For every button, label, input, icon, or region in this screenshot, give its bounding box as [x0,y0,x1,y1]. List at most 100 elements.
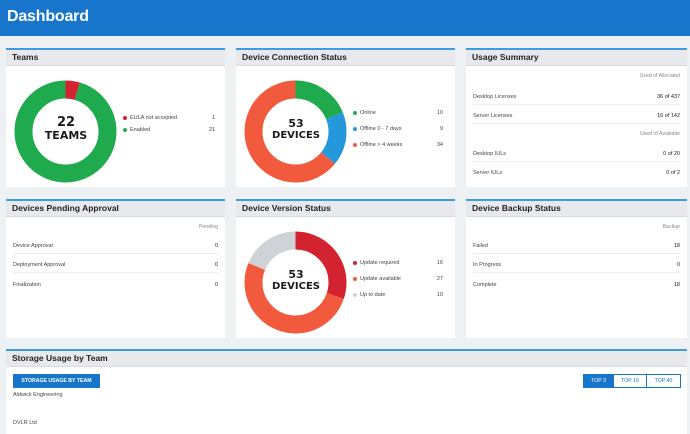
toggle-top-40[interactable]: TOP 40 [647,374,681,388]
backup-row[interactable]: Complete 18 [473,277,680,293]
backup-row-label: In Progress [473,262,502,268]
version-donut-segment[interactable] [244,231,347,334]
legend-dot [353,143,357,147]
version-status-card: Device Version Status 53 DEVICES Update … [236,199,455,338]
usage-row: Server Licenses 16 of 142 [473,108,680,124]
legend-dot [353,277,357,281]
legend-dot [353,293,357,297]
legend-value: 9 [439,126,443,132]
pending-row[interactable]: Finalization 0 [13,277,218,293]
legend-value: 21 [208,127,215,133]
teams-donut-segments [14,80,117,183]
legend-dot [353,111,357,115]
legend-item[interactable]: Up to date 10 [353,289,443,301]
toggle-top-10[interactable]: TOP 10 [614,374,647,388]
legend-item[interactable]: Update required 16 [353,257,443,269]
usage-row-value: 0 of 20 [663,151,680,157]
teams-donut-chart[interactable] [14,80,117,183]
top-bar: Dashboard [0,0,690,36]
usage-row-value: 36 of 437 [657,94,680,100]
usage-row-label: Desktop IULs [473,151,507,157]
legend-value: 34 [436,142,443,148]
teams-card-title: Teams [6,50,225,66]
legend-label: Up to date [360,292,386,298]
pending-header: Pending [198,224,218,230]
pending-approval-title: Devices Pending Approval [6,201,225,217]
legend-label: Update available [360,276,401,282]
legend-label: Online [360,110,376,116]
connection-donut-segments [244,80,347,183]
version-center-label: DEVICES [272,281,320,292]
version-donut-segment[interactable] [244,231,347,334]
connection-status-title: Device Connection Status [236,50,455,66]
version-status-title: Device Version Status [236,201,455,217]
teams-center-label: TEAMS [44,129,88,142]
usage-row-label: Desktop Licenses [473,94,517,100]
legend-value: 10 [436,292,443,298]
backup-row[interactable]: Failed 18 [473,238,680,254]
teams-legend: EULA not accepted 1 Enabled 21 [123,112,215,136]
pending-row[interactable]: Deployment Approval 0 [13,257,218,273]
usage-row: Desktop IULs 0 of 20 [473,146,680,162]
used-of-allocated-header: Used of Allocated [639,73,680,79]
legend-label: Offline 0 - 7 days [360,126,402,132]
storage-team-name: Aldwick Engineering [13,392,63,398]
backup-row[interactable]: In Progress 0 [473,257,680,273]
connection-legend: Online 10 Offline 0 - 7 days 9 Offline >… [353,107,443,151]
connection-donut-segment[interactable] [244,80,347,183]
legend-item[interactable]: Online 10 [353,107,443,119]
legend-value: 10 [436,110,443,116]
connection-center-label: DEVICES [272,130,320,141]
connection-donut-segment[interactable] [244,80,347,183]
storage-usage-title: Storage Usage by Team [6,351,687,367]
storage-usage-button[interactable]: STORAGE USAGE BY TEAM [13,374,100,388]
teams-donut-segment[interactable] [14,80,117,183]
pending-row[interactable]: Device Approval 0 [13,238,218,254]
page-title: Dashboard [7,8,89,25]
legend-item[interactable]: Offline 0 - 7 days 9 [353,123,443,135]
legend-dot [353,127,357,131]
version-donut-chart[interactable] [244,231,347,334]
pending-approval-card: Devices Pending Approval Pending Device … [6,199,225,338]
legend-item[interactable]: EULA not accepted 1 [123,112,215,124]
usage-row-value: 16 of 142 [657,113,680,119]
teams-center: 22 TEAMS [36,116,96,142]
pending-row-label: Finalization [13,282,41,288]
usage-summary-card: Usage Summary Used of Allocated Desktop … [466,48,687,187]
legend-item[interactable]: Update available 27 [353,273,443,285]
toggle-top-3[interactable]: TOP 3 [583,374,614,388]
backup-row-label: Failed [473,243,488,249]
storage-team-name: DVLR Ltd [13,420,37,426]
legend-dot [123,128,127,132]
usage-summary-title: Usage Summary [466,50,687,66]
pending-row-value: 0 [214,282,218,288]
legend-item[interactable]: Enabled 21 [123,124,215,136]
pending-row-label: Deployment Approval [13,262,66,268]
storage-usage-card: Storage Usage by Team STORAGE USAGE BY T… [6,349,687,434]
usage-row: Desktop Licenses 36 of 437 [473,89,680,105]
legend-label: Enabled [130,127,151,133]
usage-row: Server IULs 0 of 2 [473,165,680,181]
version-center-value: 53 [288,268,304,281]
legend-dot [353,261,357,265]
teams-center-value: 22 [56,115,76,130]
backup-row-value: 0 [676,262,680,268]
teams-card: Teams 22 TEAMS EULA not accepted 1 Enabl… [6,48,225,187]
usage-row-value: 0 of 2 [666,170,680,176]
legend-item[interactable]: Offline > 4 weeks 34 [353,139,443,151]
used-of-available-header: Used of Available [640,131,680,137]
connection-donut-chart[interactable] [244,80,347,183]
backup-row-label: Complete [473,282,497,288]
pending-row-value: 0 [214,262,218,268]
usage-row-label: Server IULs [473,170,503,176]
version-center: 53 DEVICES [266,269,326,293]
legend-label: EULA not accepted [130,115,178,121]
legend-label: Offline > 4 weeks [360,142,403,148]
connection-status-card: Device Connection Status 53 DEVICES Onli… [236,48,455,187]
pending-row-value: 0 [214,243,218,249]
legend-value: 27 [436,276,443,282]
legend-value: 1 [211,115,215,121]
version-legend: Update required 16 Update available 27 U… [353,257,443,301]
backup-header: Backup [662,224,680,230]
legend-label: Update required [360,260,400,266]
